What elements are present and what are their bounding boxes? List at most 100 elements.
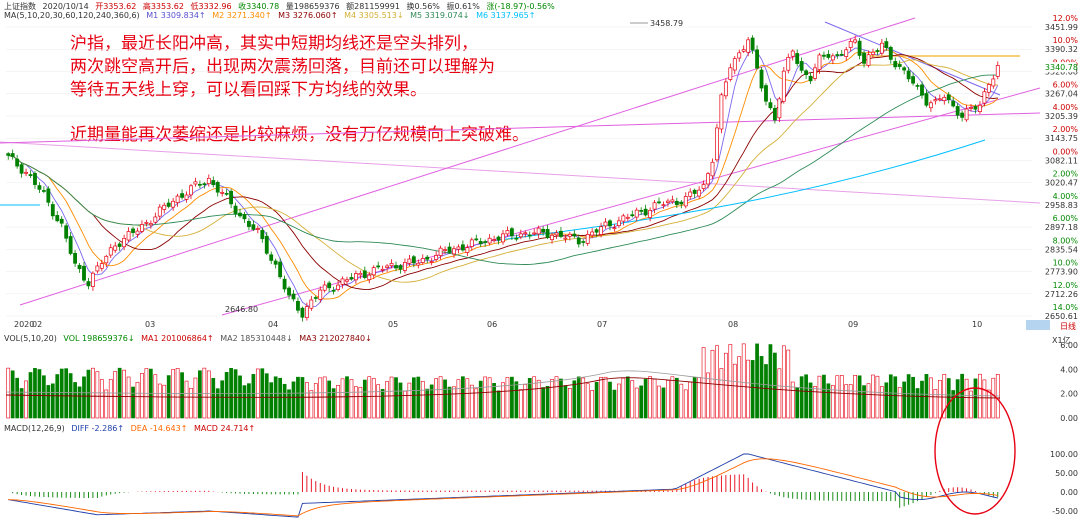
candle-body <box>122 237 127 248</box>
candle-body <box>541 228 546 233</box>
quote-open: 开3353.62 <box>95 2 137 11</box>
candle-body <box>425 256 430 260</box>
candle-body <box>19 164 24 174</box>
volume-bar <box>563 385 568 419</box>
volume-bar <box>541 387 545 419</box>
macd-dea: DEA -14.643↑ <box>130 424 188 433</box>
candle-body <box>6 153 11 156</box>
candle-body <box>189 185 193 196</box>
candle-body <box>799 61 804 71</box>
volume-bar <box>389 376 394 419</box>
volume-bar <box>835 375 840 419</box>
candle-body <box>879 42 884 54</box>
vol-ma2-line <box>5 370 1001 397</box>
volume-bar <box>358 386 363 419</box>
candle-body <box>353 273 358 281</box>
candle-body <box>634 209 639 218</box>
percent-tick: 12.0% <box>1053 281 1079 290</box>
candle-body <box>41 190 46 192</box>
candle-body <box>746 39 751 53</box>
volume-bar <box>942 373 947 419</box>
volume-bar <box>398 382 403 419</box>
volume-bar <box>902 381 907 419</box>
volume-bar <box>741 343 746 419</box>
candle-body <box>162 204 167 210</box>
volume-bar <box>982 379 987 419</box>
moving-averages <box>8 47 999 308</box>
volume-bar <box>220 380 225 419</box>
candle-body <box>104 255 109 264</box>
candle-body <box>567 233 572 237</box>
candle-body <box>24 171 28 174</box>
percent-tick: 2.00% <box>1053 170 1079 179</box>
candle-body <box>411 256 416 264</box>
candle-body <box>416 262 421 266</box>
candle-body <box>229 190 234 205</box>
volume-bars <box>5 343 1001 419</box>
volume-bar <box>64 368 69 419</box>
candle-body <box>340 278 345 285</box>
candle-body <box>750 37 755 51</box>
volume-bar <box>964 378 969 419</box>
candle-body <box>790 50 795 57</box>
volume-bar <box>768 344 773 419</box>
candle-body <box>474 238 479 241</box>
volume-bar <box>706 372 710 419</box>
candle-body <box>68 236 73 254</box>
candle-body <box>287 287 291 296</box>
candle-body <box>585 234 590 244</box>
candle-body <box>135 230 140 235</box>
volume-bar <box>233 369 238 419</box>
volume-bar <box>848 384 853 419</box>
candle-body <box>469 239 474 247</box>
candle-body <box>884 41 889 48</box>
volume-bar <box>483 376 488 419</box>
candle-body <box>679 201 684 205</box>
macd-diff-line <box>8 453 998 518</box>
volume-bar <box>447 386 452 419</box>
candle-body <box>438 247 443 256</box>
candle-body <box>826 53 831 58</box>
candle-body <box>723 81 728 97</box>
volume-bar <box>808 382 813 419</box>
period-label: 日线 <box>1060 321 1076 331</box>
candle-body <box>95 265 100 272</box>
volume-bar <box>385 381 389 419</box>
candle-body <box>625 216 630 219</box>
candle-body <box>839 53 844 56</box>
candle-body <box>710 161 715 177</box>
volume-bar <box>719 368 724 419</box>
volume-bar <box>661 387 666 419</box>
candle-body <box>510 228 514 237</box>
volume-bar <box>411 377 416 419</box>
volume-bar <box>978 373 982 419</box>
candle-body <box>978 104 982 112</box>
candle-body <box>911 76 915 84</box>
quote-volume: 量198659376 <box>285 2 340 11</box>
macd-dea-line <box>8 458 998 517</box>
current-price-label: 3340.78 <box>1045 63 1078 72</box>
volume-bar <box>973 378 978 419</box>
volume-bar <box>536 379 541 419</box>
vol-ma2: MA2 185310448↓ <box>220 334 293 343</box>
volume-bar <box>305 382 309 419</box>
candle-body <box>126 231 131 241</box>
axes: 3458.792646.803451.993390.323328.683267.… <box>14 14 1078 516</box>
candle-body <box>398 265 403 270</box>
candle-body <box>220 191 225 194</box>
quote-high: 高3353.62 <box>142 2 184 11</box>
volume-bar <box>309 390 314 419</box>
candle-body <box>759 69 764 89</box>
quote-close: 收3340.78 <box>238 2 280 11</box>
candle-body <box>915 85 920 87</box>
volume-bar <box>108 379 113 419</box>
price-tick: 3205.39 <box>1045 112 1078 121</box>
candle-body <box>376 265 381 268</box>
volume-bar <box>599 377 603 419</box>
candle-body <box>893 61 898 68</box>
candle-body <box>108 247 113 256</box>
volume-bar <box>715 345 719 419</box>
candle-body <box>202 183 207 186</box>
candle-body <box>385 265 390 268</box>
candle-body <box>193 181 198 185</box>
